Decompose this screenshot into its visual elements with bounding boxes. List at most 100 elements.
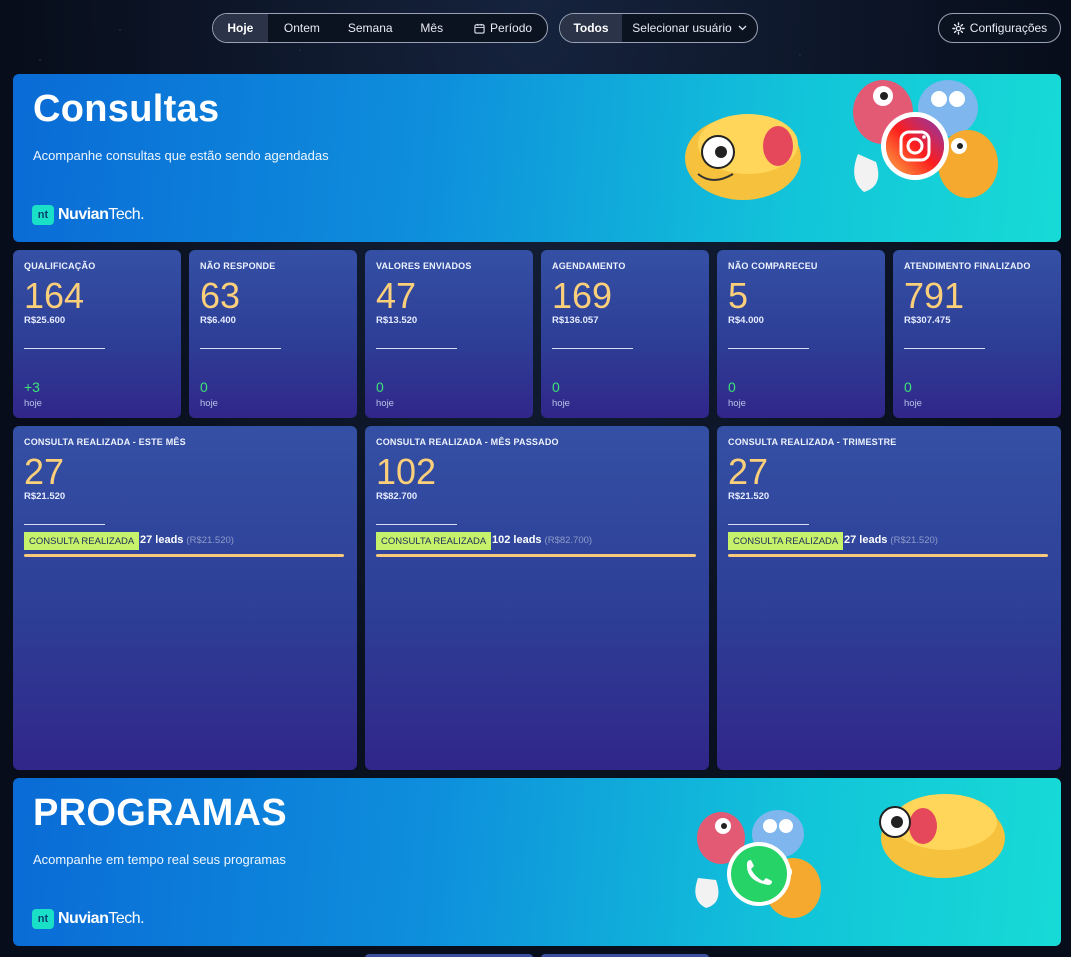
consultas-banner: Consultas Acompanhe consultas que estão …: [13, 74, 1061, 242]
settings-button[interactable]: Configurações: [938, 13, 1061, 43]
next-card-peek: [541, 954, 709, 957]
period-yesterday[interactable]: Ontem: [283, 21, 320, 35]
card-label: AGENDAMENTO: [552, 261, 626, 271]
user-filter: Todos Selecionar usuário: [559, 13, 758, 43]
period-month[interactable]: Mês: [420, 21, 444, 35]
stage-card-qualificacao[interactable]: QUALIFICAÇÃO 164 R$25.600 +3 hoje: [13, 250, 181, 418]
leads-count: 102 leads: [492, 534, 542, 546]
banner-title: PROGRAMAS: [33, 792, 287, 834]
whatsapp-icon: [695, 794, 1005, 918]
period-card-trimestre[interactable]: CONSULTA REALIZADA - TRIMESTRE 27 R$21.5…: [717, 426, 1061, 770]
card-delta: 0: [904, 379, 912, 395]
leads-summary: 27 leads (R$21.520): [844, 534, 938, 546]
card-label: NÃO COMPARECEU: [728, 261, 818, 271]
card-delta-label: hoje: [904, 398, 922, 409]
card-value: R$21.520: [728, 491, 770, 502]
card-delta-label: hoje: [728, 398, 746, 409]
period-card-este-mes[interactable]: CONSULTA REALIZADA - ESTE MÊS 27 R$21.52…: [13, 426, 357, 770]
stage-card-atendimento-finalizado[interactable]: ATENDIMENTO FINALIZADO 791 R$307.475 0 h…: [893, 250, 1061, 418]
card-delta-label: hoje: [376, 398, 394, 409]
next-card-peek: [365, 954, 533, 957]
card-delta: 0: [200, 379, 208, 395]
brand-logo: nt NuvianTech.: [32, 205, 145, 225]
card-delta-label: hoje: [200, 398, 218, 409]
banner-subtitle: Acompanhe em tempo real seus programas: [33, 852, 286, 867]
divider: [376, 524, 457, 525]
divider: [728, 348, 809, 349]
period-selector: Hoje Ontem Semana Mês Período: [212, 13, 548, 43]
card-label: CONSULTA REALIZADA - MÊS PASSADO: [376, 437, 559, 447]
period-today[interactable]: Hoje: [213, 14, 268, 42]
period-custom-label: Período: [490, 21, 533, 35]
stage-card-valores-enviados[interactable]: VALORES ENVIADOS 47 R$13.520 0 hoje: [365, 250, 533, 418]
card-label: NÃO RESPONDE: [200, 261, 276, 271]
leads-value: (R$21.520): [890, 535, 938, 546]
card-value: R$25.600: [24, 315, 66, 326]
card-count: 791: [904, 275, 965, 316]
card-delta-label: hoje: [24, 398, 42, 409]
card-count: 164: [24, 275, 85, 316]
divider: [24, 348, 105, 349]
settings-label: Configurações: [969, 21, 1048, 35]
user-select[interactable]: Selecionar usuário: [622, 14, 757, 42]
card-label: VALORES ENVIADOS: [376, 261, 472, 271]
banner-subtitle: Acompanhe consultas que estão sendo agen…: [33, 148, 329, 163]
chevron-down-icon: [738, 25, 747, 31]
card-label: QUALIFICAÇÃO: [24, 261, 96, 271]
divider: [200, 348, 281, 349]
card-label: CONSULTA REALIZADA - TRIMESTRE: [728, 437, 897, 447]
user-scope-all[interactable]: Todos: [560, 14, 622, 42]
period-week[interactable]: Semana: [347, 21, 393, 35]
status-tag: CONSULTA REALIZADA: [376, 532, 492, 550]
card-count: 102: [376, 451, 437, 492]
leads-count: 27 leads: [140, 534, 184, 546]
card-label: CONSULTA REALIZADA - ESTE MÊS: [24, 437, 186, 447]
divider: [728, 524, 809, 525]
card-value: R$136.057: [552, 315, 599, 326]
period-custom[interactable]: Período: [459, 14, 547, 42]
progress-bar: [24, 554, 344, 557]
card-delta: +3: [24, 379, 40, 395]
card-count: 5: [728, 275, 749, 316]
calendar-icon: [474, 23, 485, 34]
period-card-mes-passado[interactable]: CONSULTA REALIZADA - MÊS PASSADO 102 R$8…: [365, 426, 709, 770]
filter-bar: Hoje Ontem Semana Mês Período Todos Sele…: [0, 13, 1071, 43]
leads-summary: 27 leads (R$21.520): [140, 534, 234, 546]
card-value: R$82.700: [376, 491, 418, 502]
leads-value: (R$21.520): [186, 535, 234, 546]
card-count: 27: [728, 451, 769, 492]
logo-mark: nt: [32, 909, 54, 929]
card-count: 63: [200, 275, 241, 316]
card-value: R$6.400: [200, 315, 236, 326]
card-delta: 0: [552, 379, 560, 395]
progress-bar: [728, 554, 1048, 557]
banner-title: Consultas: [33, 88, 220, 130]
progress-bar: [376, 554, 696, 557]
divider: [24, 524, 105, 525]
programas-banner: PROGRAMAS Acompanhe em tempo real seus p…: [13, 778, 1061, 946]
card-count: 169: [552, 275, 613, 316]
card-value: R$21.520: [24, 491, 66, 502]
status-tag: CONSULTA REALIZADA: [728, 532, 844, 550]
stage-card-nao-compareceu[interactable]: NÃO COMPARECEU 5 R$4.000 0 hoje: [717, 250, 885, 418]
logo-text: NuvianTech.: [58, 206, 145, 223]
logo-mark: nt: [32, 205, 54, 225]
card-value: R$13.520: [376, 315, 418, 326]
stage-card-agendamento[interactable]: AGENDAMENTO 169 R$136.057 0 hoje: [541, 250, 709, 418]
card-delta: 0: [376, 379, 384, 395]
card-delta: 0: [728, 379, 736, 395]
card-label: ATENDIMENTO FINALIZADO: [904, 261, 1031, 271]
divider: [376, 348, 457, 349]
card-value: R$4.000: [728, 315, 764, 326]
leads-summary: 102 leads (R$82.700): [492, 534, 592, 546]
gear-icon: [952, 21, 965, 35]
card-value: R$307.475: [904, 315, 951, 326]
stage-card-nao-responde[interactable]: NÃO RESPONDE 63 R$6.400 0 hoje: [189, 250, 357, 418]
divider: [904, 348, 985, 349]
leads-count: 27 leads: [844, 534, 888, 546]
brand-logo: nt NuvianTech.: [32, 909, 145, 929]
card-count: 47: [376, 275, 417, 316]
instagram-icon: [685, 80, 998, 200]
card-delta-label: hoje: [552, 398, 570, 409]
card-count: 27: [24, 451, 65, 492]
